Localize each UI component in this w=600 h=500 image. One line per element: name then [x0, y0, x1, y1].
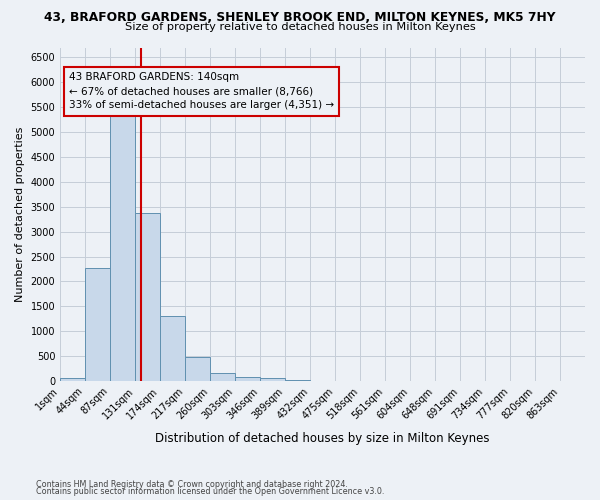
Bar	[60, 378, 85, 381]
Bar	[235, 377, 260, 381]
X-axis label: Distribution of detached houses by size in Milton Keynes: Distribution of detached houses by size …	[155, 432, 490, 445]
Y-axis label: Number of detached properties: Number of detached properties	[15, 126, 25, 302]
Text: Contains public sector information licensed under the Open Government Licence v3: Contains public sector information licen…	[36, 487, 385, 496]
Bar	[185, 358, 210, 381]
Bar	[160, 316, 185, 381]
Bar	[285, 380, 310, 381]
Bar	[260, 378, 285, 381]
Bar	[110, 111, 135, 381]
Text: 43, BRAFORD GARDENS, SHENLEY BROOK END, MILTON KEYNES, MK5 7HY: 43, BRAFORD GARDENS, SHENLEY BROOK END, …	[44, 11, 556, 24]
Text: Size of property relative to detached houses in Milton Keynes: Size of property relative to detached ho…	[125, 22, 475, 32]
Bar	[85, 268, 110, 381]
Text: 43 BRAFORD GARDENS: 140sqm
← 67% of detached houses are smaller (8,766)
33% of s: 43 BRAFORD GARDENS: 140sqm ← 67% of deta…	[69, 72, 334, 110]
Bar	[210, 374, 235, 381]
Text: Contains HM Land Registry data © Crown copyright and database right 2024.: Contains HM Land Registry data © Crown c…	[36, 480, 348, 489]
Bar	[135, 213, 160, 381]
